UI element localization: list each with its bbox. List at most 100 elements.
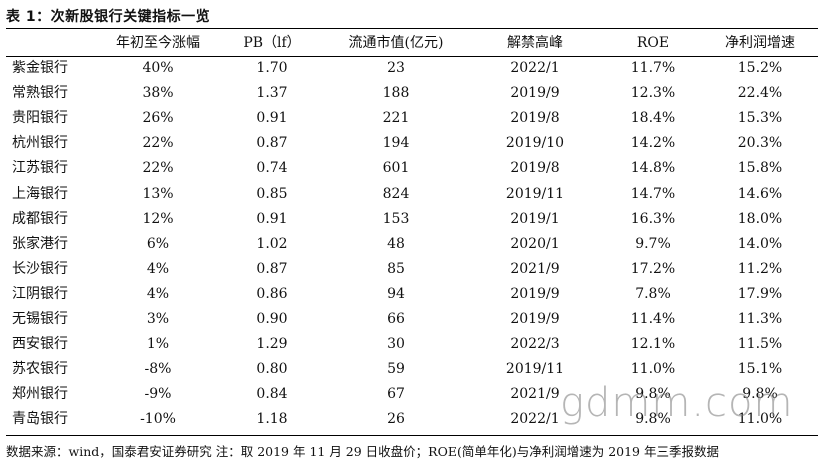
- table-cell: 824: [382, 185, 410, 202]
- table-row: 张家港行 6% 1.02 48 2020/1 9.7% 14.0%: [6, 232, 818, 257]
- table-cell: 2022/3: [510, 336, 560, 353]
- top-rule: [6, 28, 818, 29]
- header-cell: [6, 31, 98, 56]
- table-cell: 2019/8: [510, 110, 560, 127]
- table-cell: 22.4%: [737, 85, 783, 102]
- table-cell: -10%: [140, 411, 176, 428]
- table-title: 表 1：次新股银行关键指标一览: [6, 9, 211, 25]
- header-cell: PB（lf）: [243, 35, 301, 51]
- table-cell: 4%: [146, 260, 170, 277]
- table-cell: 14.2%: [630, 135, 676, 152]
- table-cell: 18.4%: [630, 110, 676, 127]
- table-row: 郑州银行 -9% 0.84 67 2021/9 9.8% 9.8%: [6, 382, 818, 407]
- table-cell: 188: [382, 85, 410, 102]
- table-cell: 15.3%: [737, 110, 783, 127]
- table-cell: 2019/10: [505, 135, 565, 152]
- table-cell: 2021/9: [510, 386, 560, 403]
- header-cell: 流通市值(亿元): [348, 35, 444, 51]
- table-cell: 14.0%: [737, 235, 783, 252]
- table-cell: 0.84: [256, 386, 288, 403]
- table-cell: 17.9%: [737, 285, 783, 302]
- table-cell: 2019/11: [505, 185, 565, 202]
- table-cell: 11.0%: [737, 411, 783, 428]
- table-cell: 13%: [142, 185, 174, 202]
- table-row: 上海银行 13% 0.85 824 2019/11 14.7% 14.6%: [6, 181, 818, 206]
- table-cell: 2019/1: [510, 210, 560, 227]
- table-cell: 0.86: [256, 285, 288, 302]
- header-cell: 净利润增速: [725, 35, 795, 51]
- table-row: 贵阳银行 26% 0.91 221 2019/8 18.4% 15.3%: [6, 106, 818, 131]
- table-cell: 23: [387, 60, 405, 77]
- table-cell: 11.0%: [630, 361, 676, 378]
- table-cell: 26: [387, 411, 405, 428]
- table-cell: 20.3%: [737, 135, 783, 152]
- table-cell: 30: [387, 336, 405, 353]
- table-cell: 6%: [146, 235, 170, 252]
- bank-name-cell: 江阴银行: [12, 285, 68, 302]
- table-cell: 1.37: [256, 85, 288, 102]
- bank-name-cell: 上海银行: [12, 185, 68, 202]
- header-cell: 解禁高峰: [507, 35, 563, 51]
- table-cell: 59: [387, 361, 405, 378]
- table-cell: 11.2%: [737, 260, 783, 277]
- table-cell: 0.91: [256, 210, 288, 227]
- table-cell: 221: [382, 110, 410, 127]
- table-cell: 85: [387, 260, 405, 277]
- table-row: 江苏银行 22% 0.74 601 2019/8 14.8% 15.8%: [6, 156, 818, 181]
- bottom-rule: [6, 435, 818, 436]
- bank-name-cell: 江苏银行: [12, 160, 68, 177]
- bank-name-cell: 贵阳银行: [12, 110, 68, 127]
- bank-name-cell: 长沙银行: [12, 260, 68, 277]
- bank-name-cell: 无锡银行: [12, 310, 68, 327]
- table-cell: 0.74: [256, 160, 288, 177]
- table-cell: 3%: [146, 310, 170, 327]
- table-cell: 38%: [142, 85, 174, 102]
- table-cell: 15.2%: [737, 60, 783, 77]
- table-cell: 12.1%: [630, 336, 676, 353]
- table-cell: 0.85: [256, 185, 288, 202]
- bank-name-cell: 苏农银行: [12, 361, 68, 378]
- bank-name-cell: 郑州银行: [12, 386, 68, 403]
- table-cell: 14.6%: [737, 185, 783, 202]
- table-cell: 11.7%: [630, 60, 676, 77]
- table-cell: 48: [387, 235, 405, 252]
- table-cell: 17.2%: [630, 260, 676, 277]
- bank-name-cell: 常熟银行: [12, 85, 68, 102]
- table-cell: 18.0%: [737, 210, 783, 227]
- table-cell: 0.91: [256, 110, 288, 127]
- table-cell: 22%: [142, 135, 174, 152]
- table-cell: 14.8%: [630, 160, 676, 177]
- table-row: 无锡银行 3% 0.90 66 2019/9 11.4% 11.3%: [6, 307, 818, 332]
- table-cell: 0.87: [256, 260, 288, 277]
- table-cell: 9.8%: [742, 386, 778, 403]
- table-row: 常熟银行 38% 1.37 188 2019/9 12.3% 22.4%: [6, 81, 818, 106]
- table-row: 苏农银行 -8% 0.80 59 2019/11 11.0% 15.1%: [6, 357, 818, 382]
- header-cell: ROE: [636, 35, 670, 51]
- table-cell: 22%: [142, 160, 174, 177]
- bank-name-cell: 成都银行: [12, 210, 68, 227]
- table-cell: 1.18: [256, 411, 288, 428]
- table-cell: 9.7%: [635, 235, 671, 252]
- table-cell: 11.5%: [737, 336, 783, 353]
- table-cell: -9%: [144, 386, 172, 403]
- table-cell: 153: [382, 210, 410, 227]
- source-note: 数据来源：wind，国泰君安证券研究 注：取 2019 年 11 月 29 日收…: [6, 444, 719, 459]
- table-cell: 0.87: [256, 135, 288, 152]
- bank-name-cell: 张家港行: [12, 235, 68, 252]
- table-row: 西安银行 1% 1.29 30 2022/3 12.1% 11.5%: [6, 332, 818, 357]
- table-cell: 2019/11: [505, 361, 565, 378]
- bank-name-cell: 杭州银行: [12, 135, 68, 152]
- bank-metrics-table: 年初至今涨幅 PB（lf） 流通市值(亿元) 解禁高峰 ROE 净利润增速 紫金…: [6, 31, 818, 432]
- table-cell: 1.29: [256, 336, 288, 353]
- table-cell: 4%: [146, 285, 170, 302]
- table-cell: 11.3%: [737, 310, 783, 327]
- table-cell: 9.8%: [635, 411, 671, 428]
- table-cell: 26%: [142, 110, 174, 127]
- bank-name-cell: 西安银行: [12, 336, 68, 353]
- header-cell: 年初至今涨幅: [116, 35, 200, 51]
- table-cell: 9.8%: [635, 386, 671, 403]
- header-rule: [6, 56, 818, 57]
- table-cell: 601: [382, 160, 410, 177]
- table-cell: 1.02: [256, 235, 288, 252]
- table-row: 杭州银行 22% 0.87 194 2019/10 14.2% 20.3%: [6, 131, 818, 156]
